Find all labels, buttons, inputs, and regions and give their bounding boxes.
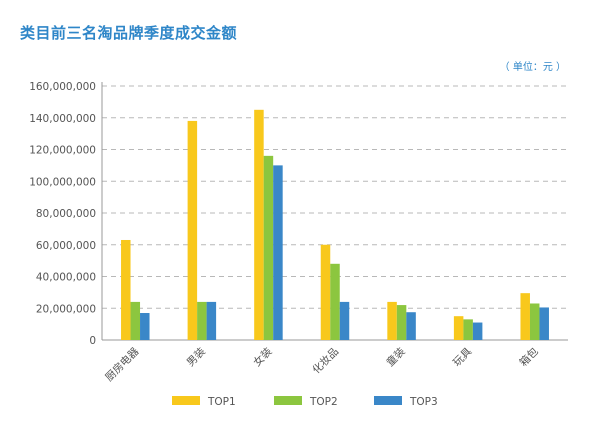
grid-lines xyxy=(102,85,568,309)
chart-title: 类目前三名淘品牌季度成交金额 xyxy=(20,24,238,42)
y-tick-label: 60,000,000 xyxy=(36,240,96,252)
bar-top3 xyxy=(273,165,283,340)
bar-top1 xyxy=(254,109,264,340)
x-tick-label: 女装 xyxy=(251,345,275,369)
legend-label-top3: TOP3 xyxy=(409,396,438,408)
legend-swatch-top2 xyxy=(274,396,302,405)
bar-top2 xyxy=(463,319,473,340)
bar-top1 xyxy=(187,120,198,340)
bar-top2 xyxy=(130,301,141,340)
bar-top2 xyxy=(529,303,540,340)
bar-top1 xyxy=(121,239,131,340)
x-tick-label: 厨房电器 xyxy=(103,345,142,384)
bars xyxy=(121,109,549,340)
x-tick-label: 化妆品 xyxy=(310,345,341,376)
legend: TOP1 TOP2 TOP3 xyxy=(172,396,438,408)
bar-top3 xyxy=(406,312,416,340)
y-tick-label: 0 xyxy=(89,335,96,347)
y-tick-label: 20,000,000 xyxy=(36,303,96,315)
unit-note: （ 单位：元 ） xyxy=(499,62,566,73)
bar-top1 xyxy=(320,244,331,340)
x-tick-label: 男装 xyxy=(184,345,208,369)
y-tick-label: 140,000,000 xyxy=(29,113,96,125)
bar-top3 xyxy=(140,313,150,340)
bar-top1 xyxy=(520,293,530,340)
bar-top3 xyxy=(472,322,483,340)
bar-top3 xyxy=(339,301,350,340)
legend-label-top2: TOP2 xyxy=(309,396,338,408)
bar-top3 xyxy=(539,307,549,340)
y-tick-label: 120,000,000 xyxy=(29,145,96,157)
bar-top2 xyxy=(197,301,207,340)
legend-swatch-top1 xyxy=(172,396,200,405)
y-tick-label: 80,000,000 xyxy=(36,208,96,220)
y-tick-label: 100,000,000 xyxy=(29,176,96,188)
bar-top2 xyxy=(396,305,407,340)
x-tick-label: 玩具 xyxy=(451,345,475,369)
bar-top3 xyxy=(206,301,217,340)
x-tick-label: 箱包 xyxy=(517,345,541,369)
bar-top2 xyxy=(263,155,274,340)
legend-label-top1: TOP1 xyxy=(207,396,236,408)
y-tick-label: 160,000,000 xyxy=(29,81,96,93)
x-tick-label: 童装 xyxy=(384,345,408,369)
bar-top2 xyxy=(330,263,340,340)
bar-top1 xyxy=(453,316,464,340)
bar-top1 xyxy=(387,301,397,340)
legend-swatch-top3 xyxy=(374,396,402,405)
y-tick-label: 40,000,000 xyxy=(36,272,96,284)
